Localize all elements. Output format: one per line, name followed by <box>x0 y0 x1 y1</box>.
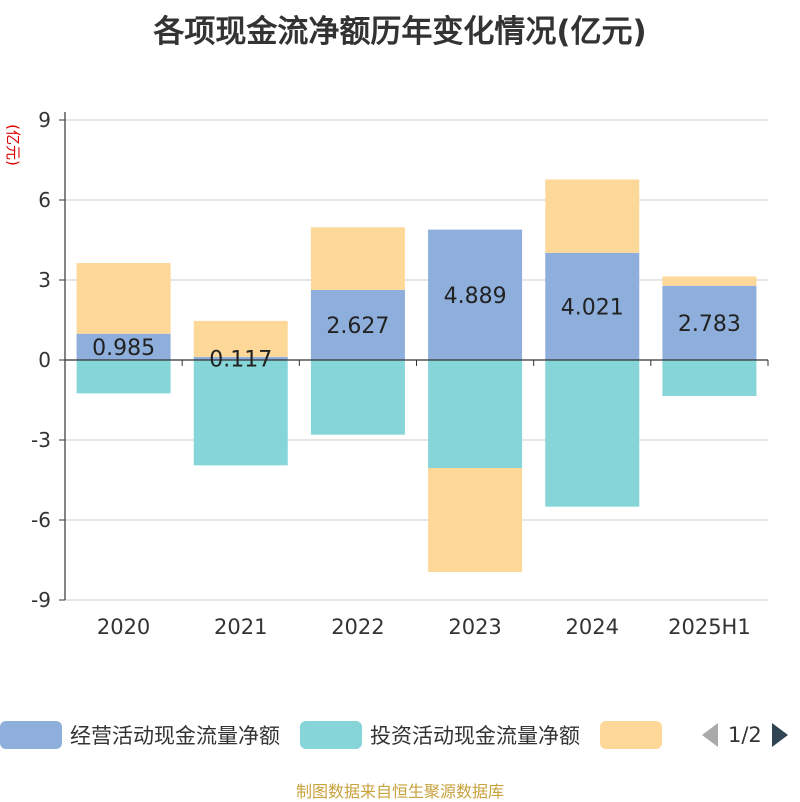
legend-swatch-financing <box>600 721 662 749</box>
bar-operating <box>310 289 405 360</box>
prev-page-icon[interactable] <box>700 721 720 749</box>
bar-investing <box>310 360 405 435</box>
next-page-icon[interactable] <box>770 721 790 749</box>
bar-operating <box>193 356 288 360</box>
x-tick-label: 2022 <box>331 615 384 639</box>
data-label: 2.783 <box>678 312 741 337</box>
source-note: 制图数据来自恒生聚源数据库 <box>295 782 504 801</box>
bar-investing <box>76 360 171 394</box>
x-tick-label: 2021 <box>214 615 267 639</box>
data-label: 4.889 <box>444 284 507 309</box>
bar-financing <box>193 320 288 357</box>
chart-title: 各项现金流净额历年变化情况(亿元) <box>153 14 647 50</box>
y-tick-label: -9 <box>31 588 51 612</box>
y-axis-label: (亿元) <box>4 124 22 166</box>
bar-financing <box>545 179 640 253</box>
x-tick-label: 2023 <box>448 615 501 639</box>
x-tick-label: 2025H1 <box>668 615 751 639</box>
bar-financing <box>428 468 523 572</box>
x-tick-label: 2024 <box>566 615 619 639</box>
legend-swatch-investing <box>300 721 362 749</box>
legend-item-financing[interactable] <box>600 721 670 749</box>
legend-swatch-operating <box>0 721 62 749</box>
y-tick-label: 0 <box>38 348 51 372</box>
bar-operating <box>428 229 523 360</box>
bar-operating <box>545 252 640 360</box>
legend-page-indicator: 1/2 <box>728 723 762 747</box>
data-label: 0.985 <box>92 336 155 361</box>
x-tick-label: 2020 <box>97 615 150 639</box>
y-tick-label: 9 <box>38 108 51 132</box>
bar-investing <box>193 360 288 466</box>
bar-investing <box>428 360 523 468</box>
data-label: 4.021 <box>561 295 624 320</box>
bar-financing <box>76 263 171 334</box>
bar-financing <box>662 276 757 286</box>
y-tick-label: 3 <box>38 268 51 292</box>
legend-item-investing[interactable]: 投资活动现金流量净额 <box>300 720 580 750</box>
legend-label-operating: 经营活动现金流量净额 <box>70 724 280 748</box>
y-tick-label: -3 <box>31 428 51 452</box>
y-tick-label: 6 <box>38 188 51 212</box>
bar-investing <box>545 360 640 507</box>
legend-pager: 1/2 <box>700 716 790 754</box>
data-label: 0.117 <box>209 347 272 372</box>
bar-operating <box>662 285 757 360</box>
bar-financing <box>310 227 405 290</box>
legend: 经营活动现金流量净额 投资活动现金流量净额 <box>0 716 800 754</box>
bar-operating <box>76 333 171 360</box>
bar-investing <box>662 360 757 396</box>
y-tick-label: -6 <box>31 508 51 532</box>
legend-item-operating[interactable]: 经营活动现金流量净额 <box>0 720 280 750</box>
legend-label-investing: 投资活动现金流量净额 <box>370 724 580 748</box>
data-label: 2.627 <box>326 314 389 339</box>
